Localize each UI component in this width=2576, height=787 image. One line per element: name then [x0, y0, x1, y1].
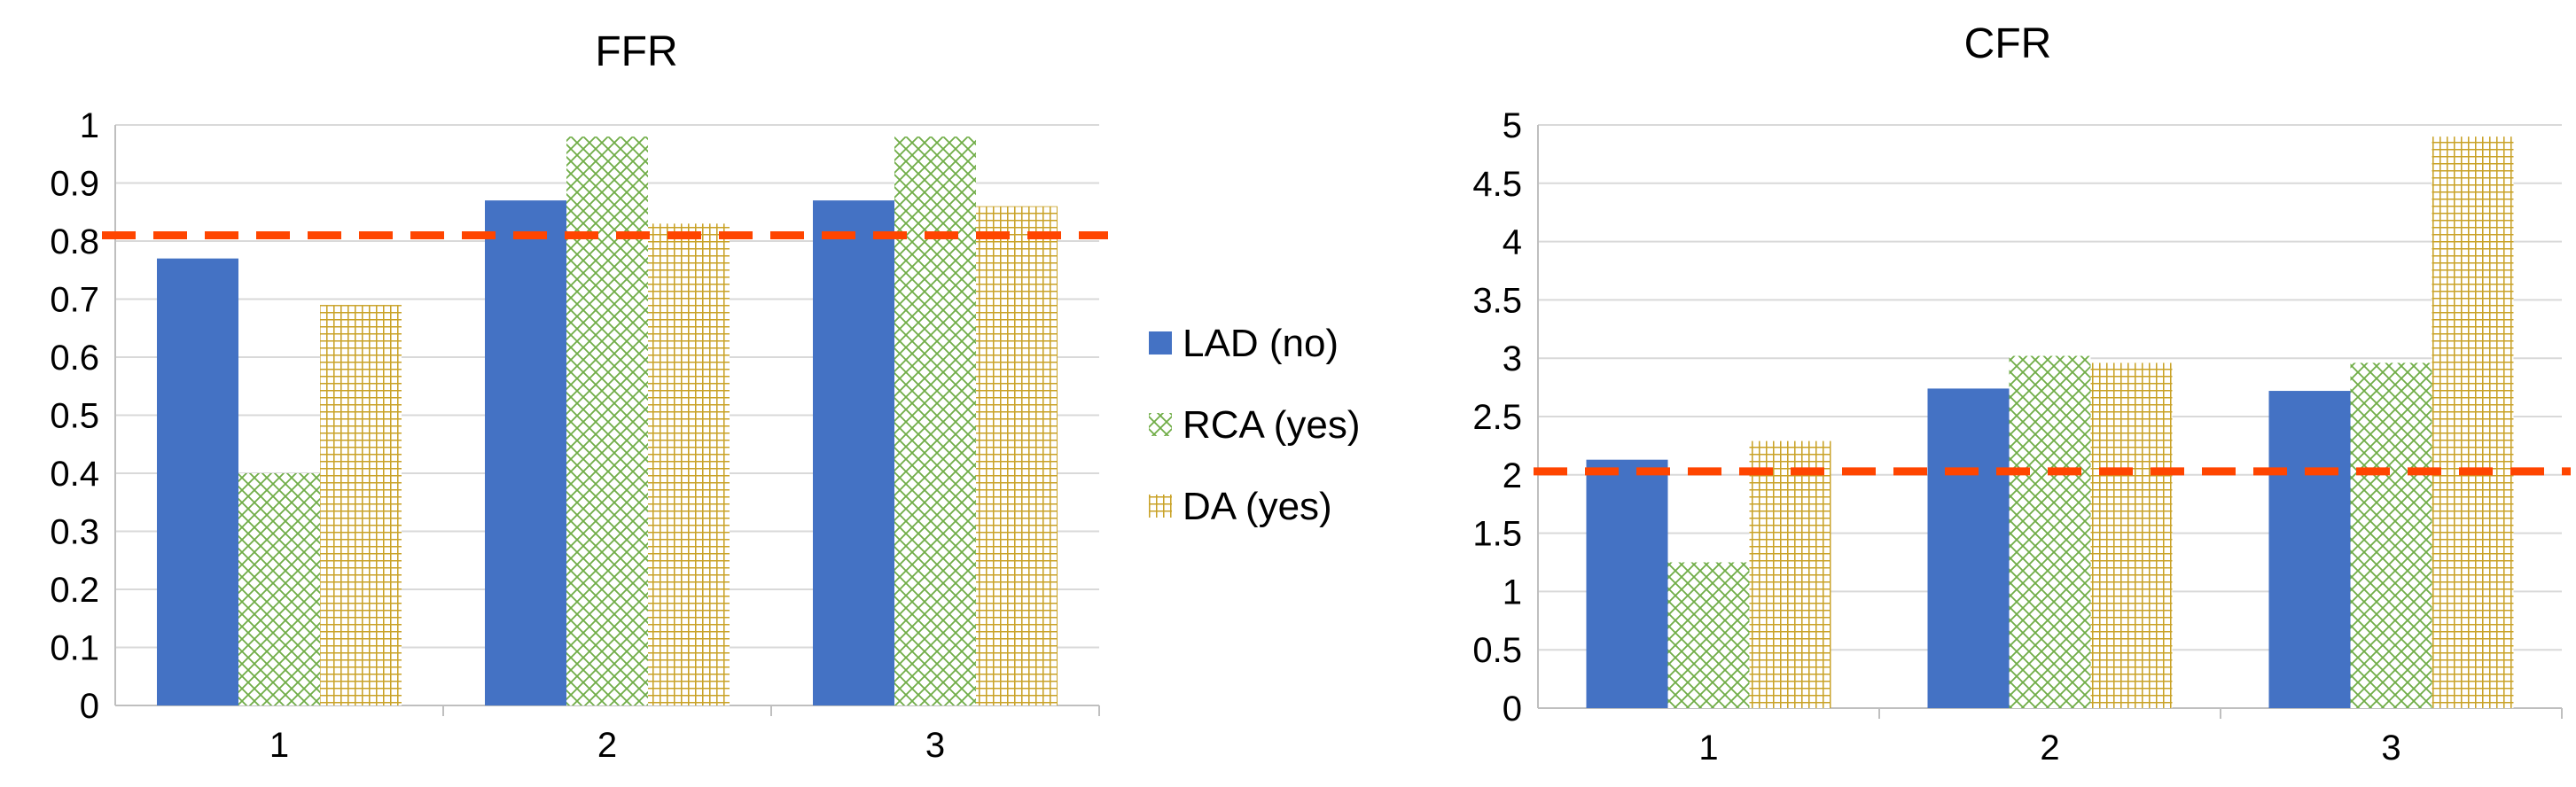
chart-title: CFR [1964, 20, 2052, 67]
y-tick-label: 0.5 [50, 397, 99, 436]
legend-label: RCA (yes) [1183, 403, 1360, 447]
bar-diamond-1 [238, 473, 320, 705]
chart-title: FFR [595, 28, 677, 75]
y-tick-label: 0.8 [50, 222, 99, 261]
legend-label: LAD (no) [1183, 322, 1339, 365]
y-tick-label: 5 [1503, 106, 1522, 145]
x-tick-label: 3 [2381, 729, 2400, 768]
y-tick-label: 4 [1503, 223, 1522, 262]
bar-grid-2 [2090, 362, 2173, 708]
bar-grid-1 [1749, 440, 1831, 708]
x-tick-label: 2 [2040, 729, 2059, 768]
y-tick-label: 4.5 [1472, 165, 1522, 204]
legend-item-da: DA (yes) [1149, 485, 1332, 528]
legend-label: DA (yes) [1183, 485, 1332, 528]
y-tick-label: 0 [80, 687, 99, 726]
bar-diamond-1 [1667, 562, 1750, 708]
ffr-chart: FFR 0 0.1 0.2 0.3 0.4 0.5 0.6 0.7 0.8 0.9 1 1 2 3 [50, 28, 1108, 765]
bar-grid-1 [320, 305, 402, 705]
y-tick-label: 0.3 [50, 513, 99, 552]
bar-diamond-3 [894, 136, 976, 706]
y-tick-label: 1 [80, 106, 99, 145]
y-tick-label: 2.5 [1472, 398, 1522, 437]
y-tick-label: 0.2 [50, 571, 99, 610]
y-tick-label: 1 [1503, 573, 1522, 612]
y-tick-label: 0 [1503, 690, 1522, 729]
y-tick-label: 3 [1503, 339, 1522, 378]
bar-solid-1 [157, 258, 238, 705]
y-tick-label: 0.4 [50, 455, 99, 494]
y-tick-label: 0.5 [1472, 631, 1522, 670]
bar-solid-3 [2268, 391, 2351, 708]
x-tick-label: 1 [269, 726, 289, 765]
legend-item-lad: LAD (no) [1149, 322, 1339, 365]
legend-item-rca: RCA (yes) [1149, 403, 1360, 447]
legend-swatch-solid [1149, 331, 1172, 355]
x-tick-label: 3 [925, 726, 945, 765]
y-tick-label: 0.7 [50, 281, 99, 320]
legend: LAD (no) RCA (yes) DA (yes) [1149, 322, 1360, 528]
bar-diamond-2 [566, 136, 648, 706]
y-tick-label: 1.5 [1472, 515, 1522, 554]
bar-solid-1 [1586, 459, 1668, 708]
y-tick-label: 0.6 [50, 339, 99, 378]
cfr-chart: CFR 0 0.5 1 1.5 2 2.5 3 3.5 4 4.5 5 1 2 3 [1472, 20, 2571, 768]
y-tick-label: 0.1 [50, 629, 99, 668]
y-tick-label: 2 [1503, 456, 1522, 495]
bar-solid-3 [813, 200, 894, 705]
bar-diamond-3 [2350, 362, 2432, 708]
y-tick-label: 3.5 [1472, 281, 1522, 320]
legend-swatch-grid [1149, 495, 1172, 518]
bar-solid-2 [485, 200, 566, 705]
bar-grid-2 [648, 223, 730, 706]
x-tick-label: 2 [597, 726, 617, 765]
bar-grid-3 [2432, 136, 2514, 708]
x-tick-label: 1 [1698, 729, 1718, 768]
bar-grid-3 [976, 206, 1058, 705]
y-tick-label: 0.9 [50, 165, 99, 204]
bar-solid-2 [1927, 388, 2010, 708]
legend-swatch-diamond [1149, 413, 1172, 436]
bar-diamond-2 [2009, 355, 2091, 708]
